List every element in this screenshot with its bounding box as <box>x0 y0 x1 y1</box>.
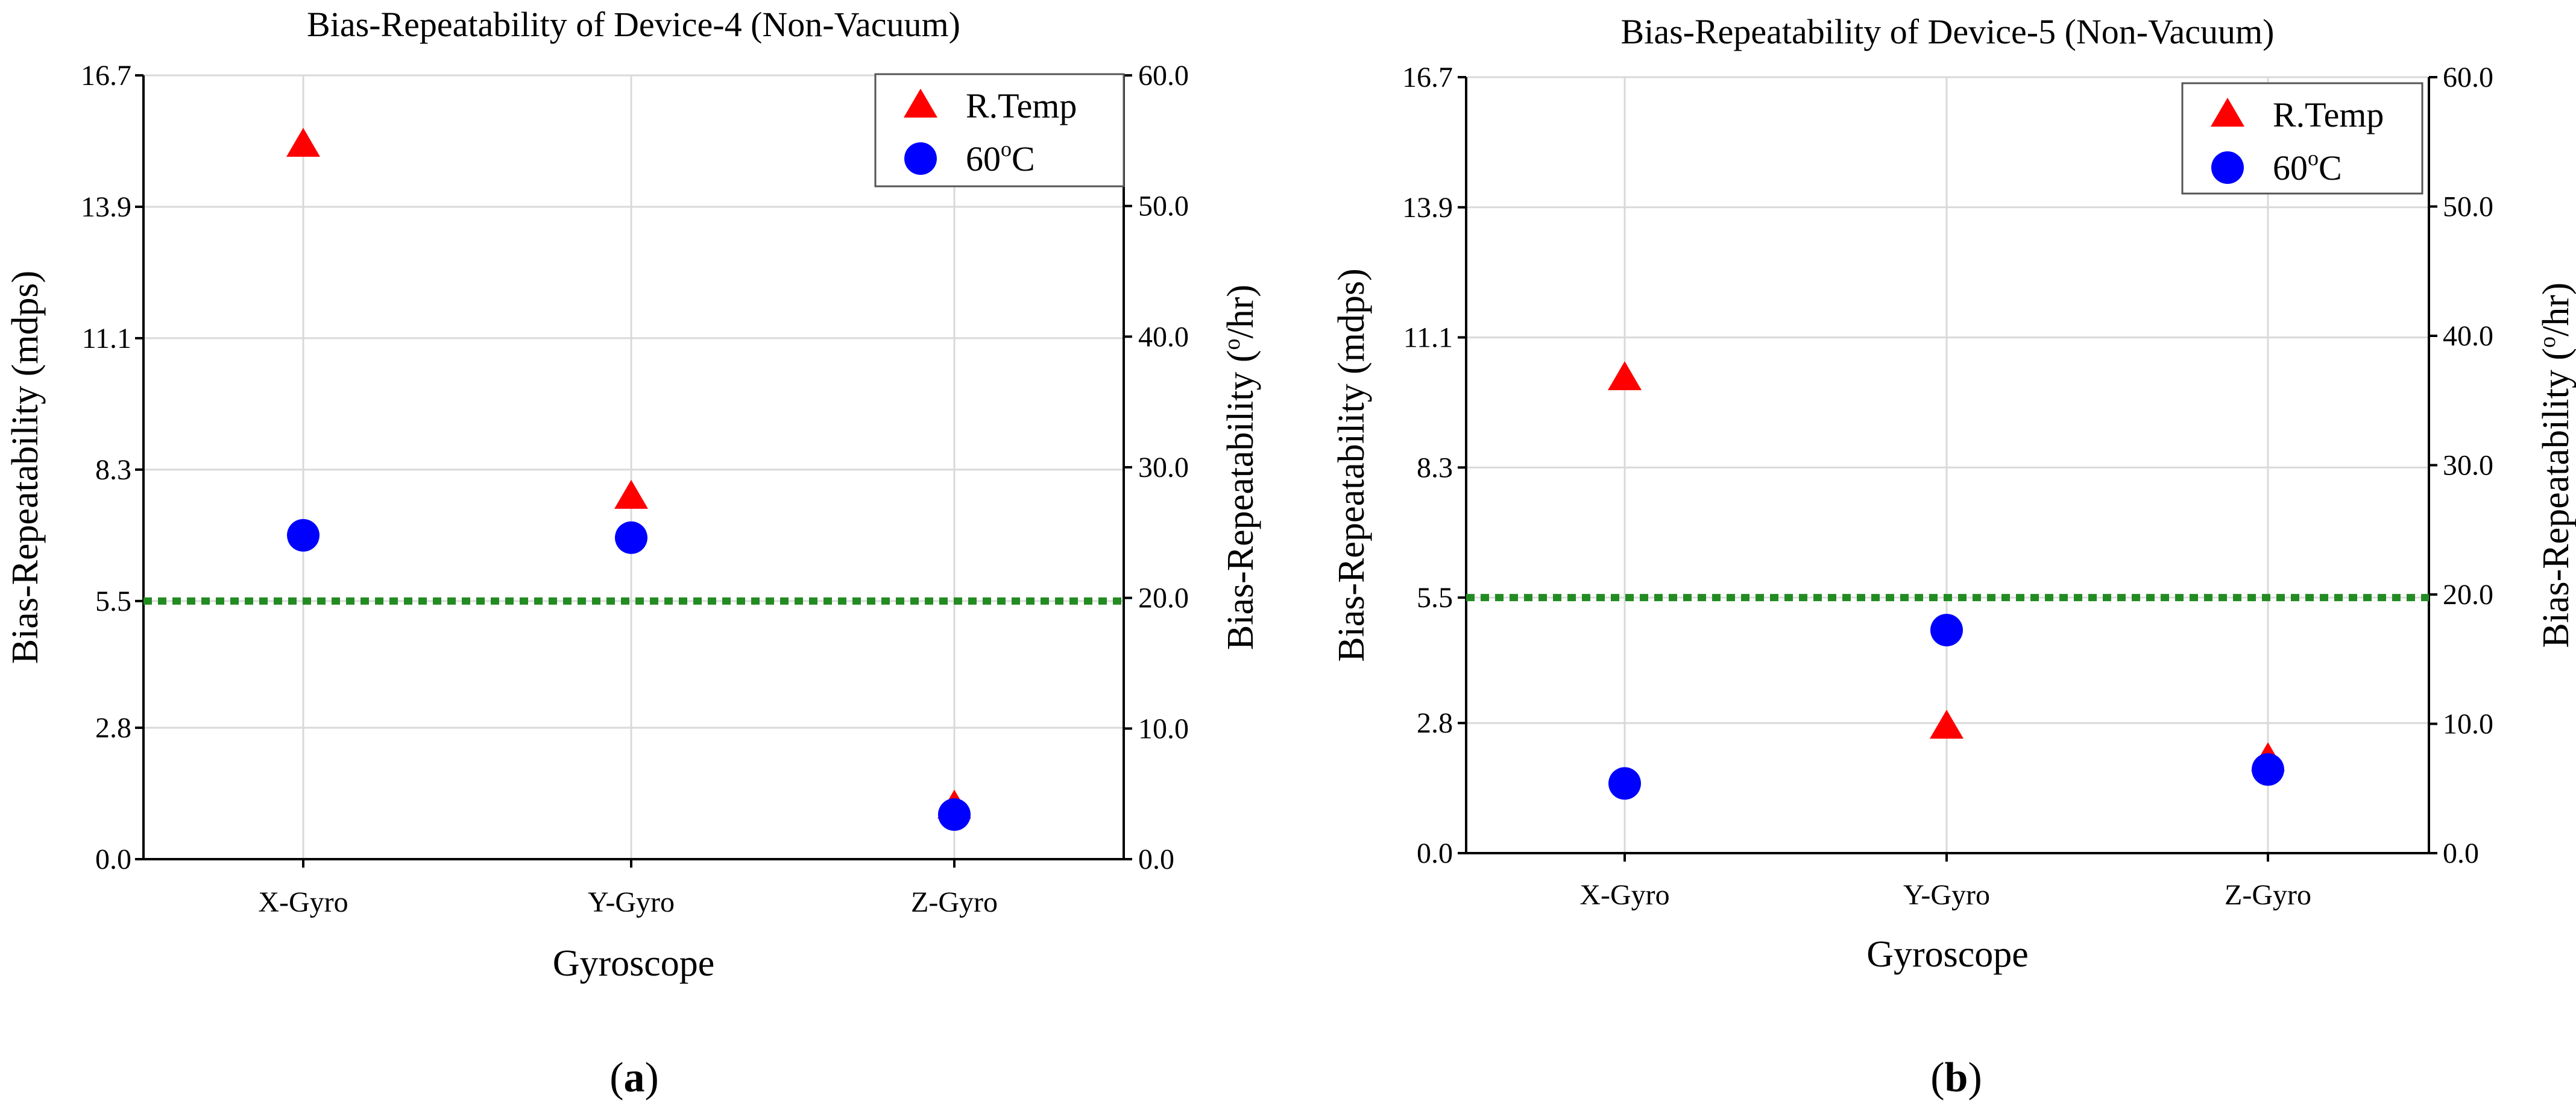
legend-label: 60oC <box>2273 146 2342 188</box>
y-tick-label-left: 2.8 <box>95 712 131 744</box>
x-axis-title: Gyroscope <box>553 943 715 984</box>
chart-title: Bias-Repeatability of Device-5 (Non-Vacu… <box>1621 12 2275 51</box>
data-point-rtemp <box>614 479 648 509</box>
chart-panel-a: Bias-Repeatability of Device-4 (Non-Vacu… <box>5 5 1261 1101</box>
y-axis-title-left: Bias-Repeatability (mdps) <box>1331 268 1372 662</box>
y-tick-label-right: 40.0 <box>2443 320 2493 352</box>
y-tick-label-left: 11.1 <box>82 323 131 355</box>
chart-panel-b: Bias-Repeatability of Device-5 (Non-Vacu… <box>1331 12 2576 1101</box>
legend-label: R.Temp <box>966 86 1077 125</box>
data-point-60c <box>1608 767 1641 800</box>
x-tick-label: X-Gyro <box>258 886 348 918</box>
legend-label: 60oC <box>966 137 1035 178</box>
y-tick-label-right: 10.0 <box>2443 708 2493 740</box>
y-tick-label-right: 30.0 <box>1138 452 1189 484</box>
data-point-rtemp <box>1608 361 1642 391</box>
y-tick-label-right: 10.0 <box>1138 713 1189 745</box>
y-axis-title-right: Bias-Repeatability (o/hr) <box>1220 285 1261 650</box>
subfigure-label: (a) <box>609 1055 659 1101</box>
y-tick-label-right: 30.0 <box>2443 450 2493 482</box>
y-tick-label-left: 13.9 <box>1402 192 1453 224</box>
x-tick-label: Z-Gyro <box>911 886 998 918</box>
y-tick-label-right: 60.0 <box>1138 60 1189 92</box>
legend: R.Temp 60oC <box>874 73 1125 188</box>
legend-marker-circle <box>2211 151 2244 184</box>
y-tick-label-left: 2.8 <box>1417 707 1453 739</box>
y-tick-label-right: 20.0 <box>1138 582 1189 614</box>
data-point-rtemp <box>1930 710 1963 739</box>
subfigure-label: (b) <box>1930 1055 1982 1101</box>
y-tick-label-left: 5.5 <box>1417 582 1453 614</box>
legend-marker-triangle <box>904 89 937 118</box>
y-tick-label-left: 5.5 <box>95 585 131 617</box>
y-tick-label-right: 20.0 <box>2443 579 2493 611</box>
y-tick-label-left: 0.0 <box>95 843 131 875</box>
y-tick-label-left: 16.7 <box>81 60 131 92</box>
data-point-60c <box>1930 614 1963 647</box>
data-point-60c <box>287 519 320 552</box>
y-tick-label-left: 8.3 <box>1417 452 1453 484</box>
legend-label: R.Temp <box>2273 95 2384 134</box>
legend-marker-circle <box>904 142 937 175</box>
y-tick-label-left: 13.9 <box>81 191 131 223</box>
y-tick-label-right: 0.0 <box>1138 843 1174 875</box>
y-axis-title-left: Bias-Repeatability (mdps) <box>5 271 46 664</box>
legend: R.Temp 60oC <box>2181 82 2423 195</box>
x-axis-title: Gyroscope <box>1866 934 2029 975</box>
data-point-rtemp <box>286 128 320 157</box>
y-tick-label-right: 40.0 <box>1138 321 1189 353</box>
x-tick-label: Z-Gyro <box>2225 879 2311 911</box>
y-tick-label-right: 50.0 <box>1138 191 1189 222</box>
x-tick-label: X-Gyro <box>1579 879 1669 911</box>
data-point-60c <box>938 798 971 831</box>
x-tick-label: Y-Gyro <box>1903 879 1990 911</box>
data-point-60c <box>2252 753 2284 786</box>
x-tick-label: Y-Gyro <box>588 886 675 918</box>
y-tick-label-left: 16.7 <box>1402 61 1453 93</box>
y-tick-label-left: 11.1 <box>1403 322 1453 354</box>
legend-marker-triangle <box>2211 98 2244 127</box>
y-tick-label-left: 0.0 <box>1417 837 1453 869</box>
y-tick-label-right: 50.0 <box>2443 191 2493 223</box>
y-axis-title-right: Bias-Repeatability (o/hr) <box>2535 282 2576 648</box>
chart-title: Bias-Repeatability of Device-4 (Non-Vacu… <box>307 5 960 44</box>
data-point-60c <box>615 521 647 554</box>
y-tick-label-left: 8.3 <box>95 454 131 486</box>
y-tick-label-right: 60.0 <box>2443 61 2493 93</box>
y-tick-label-right: 0.0 <box>2443 837 2479 869</box>
